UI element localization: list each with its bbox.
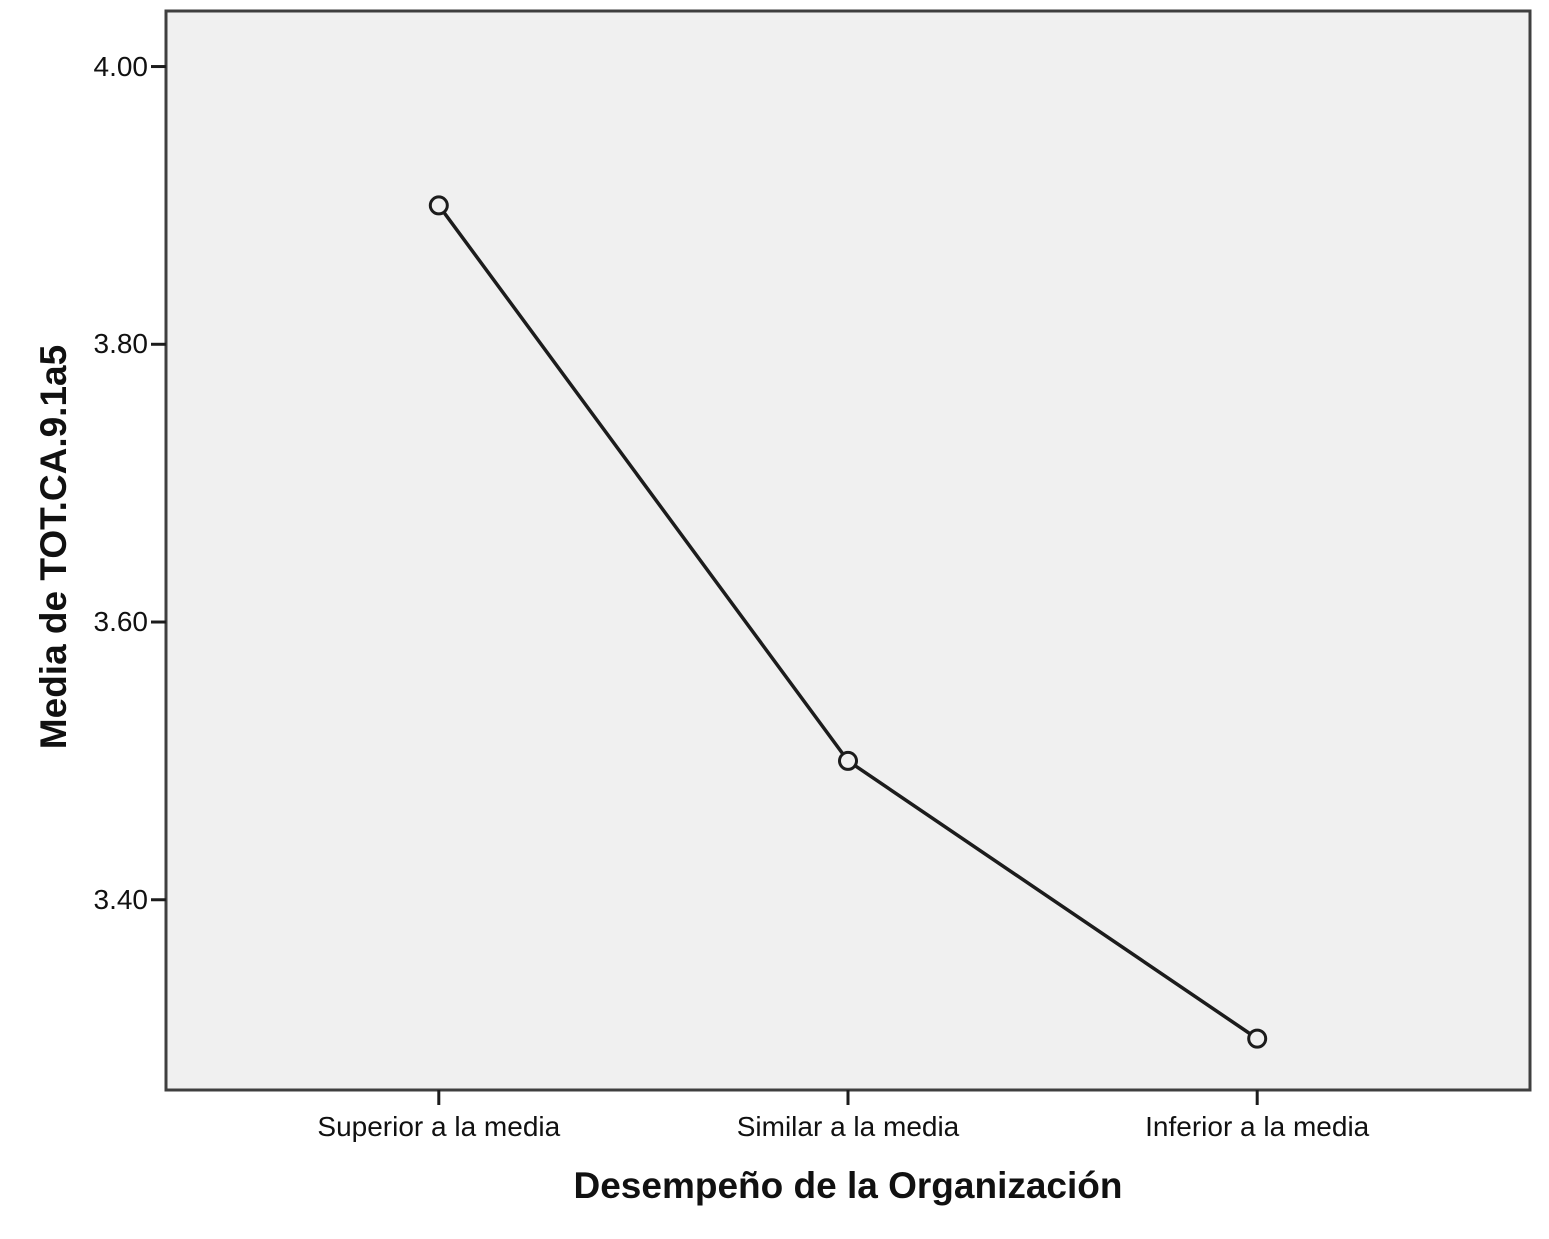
x-axis-category-label: Similar a la media [736,1111,960,1142]
y-axis-tick-label: 4.00 [93,50,149,82]
x-axis-title: Desempeño de la Organización [573,1165,1123,1206]
data-point-marker [1247,1028,1268,1049]
y-axis-tick-label: 3.80 [93,328,149,360]
data-point-marker [428,195,449,216]
plot-area-background [166,11,1530,1090]
y-axis-tick-label: 3.60 [93,606,149,638]
data-point-marker [838,750,858,771]
y-axis-tick-label: 3.40 [93,883,149,915]
x-axis-category-label: Inferior a la media [1145,1111,1370,1142]
x-axis-category-label: Superior a la media [317,1111,561,1142]
y-axis-title: Media de TOT.CA.9.1a5 [33,344,74,750]
